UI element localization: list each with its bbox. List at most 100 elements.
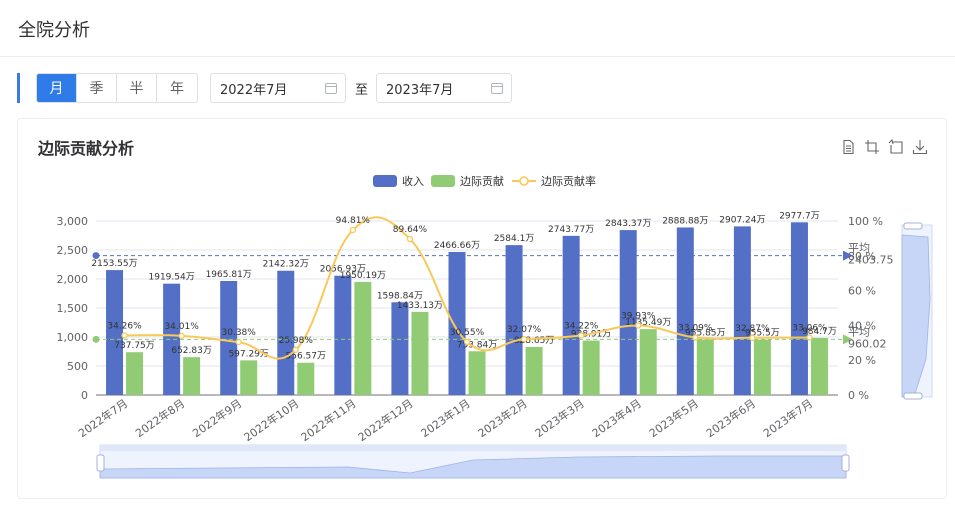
download-icon[interactable] — [912, 139, 928, 155]
zoom-icon[interactable] — [864, 139, 880, 155]
bar-contribution-value-label: 1433.13万 — [397, 301, 443, 311]
x-tick-label: 2022年10月 — [241, 396, 301, 444]
data-zoom-vertical-bottom-handle — [903, 392, 923, 400]
rate-value-label: 30.38% — [222, 328, 257, 338]
data-zoom-preview-area — [99, 455, 847, 479]
rate-value-label: 25.98% — [279, 336, 314, 346]
x-tick-label: 2023年7月 — [760, 396, 815, 440]
y-left-tick-label: 500 — [67, 360, 88, 373]
rate-value-label: 34.26% — [107, 321, 142, 331]
bar-contribution-value-label: 984.7万 — [802, 327, 837, 337]
bar-contribution — [639, 329, 657, 395]
bar-income-value-label: 1598.84万 — [377, 291, 423, 301]
bar-contribution-value-label: 597.29万 — [228, 349, 269, 359]
accent-bar — [17, 73, 20, 103]
x-tick-label: 2022年8月 — [133, 396, 188, 440]
average-contribution-label: 平均 — [848, 325, 870, 338]
legend-income-label: 收入 — [402, 174, 424, 188]
end-date-picker[interactable]: 2023年7月 — [376, 73, 513, 103]
rate-point — [349, 226, 356, 234]
x-tick-label: 2022年9月 — [190, 396, 245, 440]
rate-point — [292, 346, 299, 353]
bar-contribution — [354, 281, 372, 395]
rate-point — [121, 332, 128, 339]
period-button-half[interactable]: 半 — [117, 74, 157, 102]
x-tick-label: 2023年6月 — [703, 396, 758, 440]
bar-income-value-label: 2977.7万 — [779, 211, 820, 221]
data-zoom-right-handle — [841, 454, 850, 472]
bar-income-value-label: 2466.66万 — [434, 241, 480, 251]
bar-income — [562, 235, 580, 395]
page-title: 全院分析 — [18, 20, 90, 41]
zoom-reset-icon[interactable] — [888, 139, 904, 155]
rate-point — [406, 235, 414, 243]
rate-point — [692, 334, 699, 341]
bar-income — [391, 302, 409, 395]
y-left-tick-label: 1,000 — [57, 331, 89, 344]
data-view-icon[interactable] — [840, 139, 856, 155]
start-date-value: 2022年7月 — [220, 82, 288, 98]
date-range-separator: 至 — [355, 82, 369, 98]
bar-income-value-label: 2888.88万 — [662, 216, 708, 226]
start-date-picker[interactable]: 2022年7月 — [210, 73, 346, 103]
rate-line — [124, 216, 810, 360]
average-income-label: 平均 — [848, 242, 870, 255]
bar-contribution-value-label: 556.57万 — [286, 352, 327, 362]
y-right-tick-label: 20 % — [848, 354, 876, 367]
y-left-tick-label: 2,500 — [57, 244, 89, 257]
x-tick-label: 2023年2月 — [475, 396, 530, 440]
legend-contribution-label: 边际贡献 — [460, 174, 504, 188]
x-tick-label: 2023年1月 — [418, 396, 473, 440]
rate-point — [749, 334, 756, 341]
rate-value-label: 39.93% — [621, 312, 656, 322]
rate-point — [463, 338, 471, 345]
bar-income — [790, 222, 808, 395]
bar-income — [505, 245, 523, 395]
bar-contribution-value-label: 652.83万 — [171, 346, 212, 356]
y-left-tick-label: 0 — [81, 389, 88, 402]
calendar-icon — [491, 82, 504, 94]
bar-income-value-label: 1919.54万 — [149, 273, 195, 283]
rate-point — [178, 332, 185, 339]
data-zoom-top-bar — [100, 445, 846, 451]
bar-contribution-value-label: 1950.19万 — [340, 271, 386, 281]
legend-rate-marker — [519, 176, 529, 186]
rate-value-label: 32.07% — [507, 325, 542, 335]
marginal-contribution-chart: 收入 边际贡献 边际贡献率 0 500 1,000 1,500 2,000 2,500 3,000… — [57, 174, 933, 479]
bar-contribution — [753, 339, 771, 395]
bar-contribution-value-label: 828.65万 — [514, 336, 555, 346]
rate-point — [235, 338, 242, 346]
bar-income-value-label: 2843.37万 — [605, 219, 651, 229]
bar-income — [163, 283, 181, 395]
y-right-tick-label: 60 % — [848, 285, 876, 298]
bar-income-value-label: 1965.81万 — [206, 270, 252, 280]
period-button-month[interactable]: 月 — [37, 74, 77, 102]
bar-contribution — [696, 339, 714, 395]
bar-income-value-label: 2142.32万 — [263, 260, 309, 270]
bar-contribution-value-label: 737.75万 — [114, 341, 155, 351]
average-line-income-start — [92, 252, 100, 260]
average-line-contribution-start — [92, 335, 100, 343]
rate-value-label: 33.09% — [678, 323, 713, 333]
rate-value-label: 33.06% — [792, 323, 827, 333]
bar-contribution — [297, 362, 315, 395]
bar-income — [676, 227, 694, 395]
bar-income — [733, 226, 751, 395]
rate-point — [806, 334, 813, 341]
calendar-icon — [325, 82, 337, 94]
title-divider — [0, 56, 955, 57]
average-contribution-value: 960.02 — [848, 337, 887, 350]
rate-point — [635, 322, 642, 329]
period-segmented-control: 月 季 半 年 — [36, 73, 198, 103]
data-zoom-left-handle — [96, 454, 105, 472]
period-button-quarter[interactable]: 季 — [77, 74, 117, 102]
rate-value-label: 32.87% — [735, 324, 770, 334]
bar-contribution — [468, 351, 486, 395]
x-tick-label: 2023年3月 — [532, 396, 587, 440]
period-button-year[interactable]: 年 — [157, 74, 197, 102]
rate-value-label: 30.55% — [450, 328, 485, 338]
y-right-tick-label: 40 % — [848, 319, 876, 332]
bar-contribution-value-label: 1135.49万 — [625, 318, 671, 328]
rate-point — [578, 332, 585, 339]
rate-point — [520, 336, 528, 343]
